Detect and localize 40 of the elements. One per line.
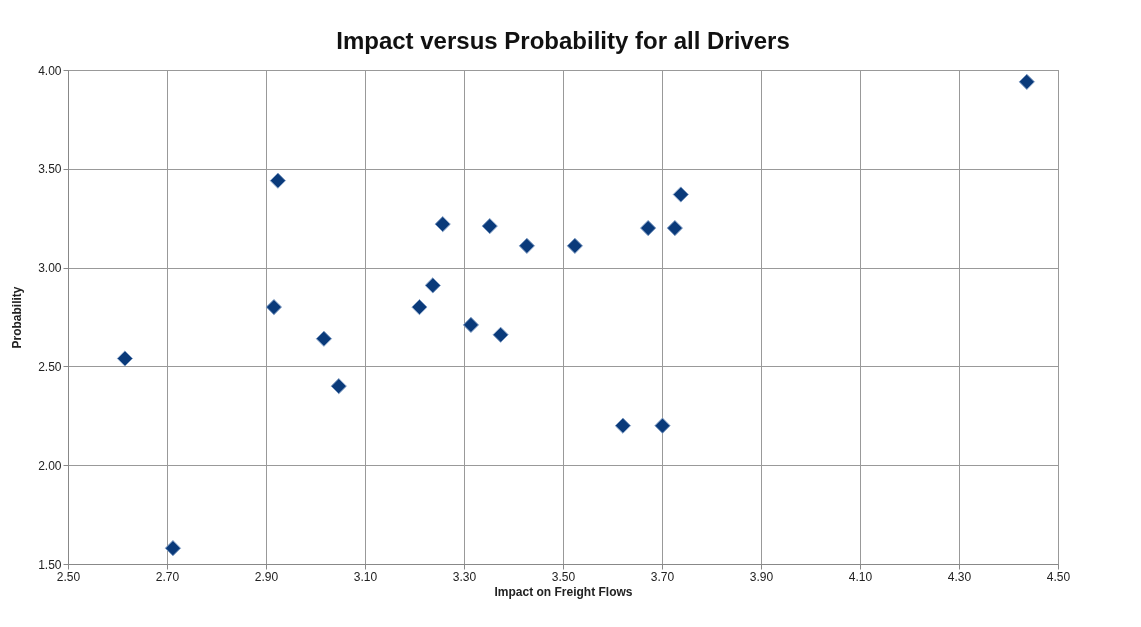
point bbox=[640, 220, 657, 237]
x-tick-label: 2.70 bbox=[155, 569, 180, 584]
point bbox=[614, 417, 631, 434]
y-tick-label: 2.00 bbox=[38, 458, 62, 473]
x-tick-label: 4.30 bbox=[947, 569, 972, 584]
point bbox=[518, 237, 535, 254]
point bbox=[116, 350, 134, 367]
x-axis-title: Impact on Freight Flows bbox=[494, 584, 633, 599]
x-tick-label: 3.50 bbox=[551, 569, 576, 584]
point bbox=[315, 330, 332, 347]
x-tick-label: 3.90 bbox=[749, 569, 774, 584]
point bbox=[492, 326, 509, 343]
x-tick-label: 3.10 bbox=[353, 569, 378, 584]
point bbox=[666, 220, 683, 237]
y-tick-label: 3.50 bbox=[38, 162, 62, 177]
point bbox=[672, 186, 689, 203]
y-tick-label: 3.00 bbox=[38, 261, 62, 276]
point bbox=[434, 216, 451, 233]
point bbox=[462, 316, 480, 333]
x-tick-label: 3.70 bbox=[650, 569, 675, 584]
y-axis-title: Probability bbox=[10, 286, 25, 349]
point bbox=[269, 172, 286, 189]
x-tick-label: 3.30 bbox=[452, 569, 477, 584]
point bbox=[1018, 73, 1035, 90]
chart-title: Impact versus Probability for all Drivers bbox=[336, 27, 790, 54]
x-tick-label: 4.10 bbox=[848, 569, 873, 584]
point bbox=[481, 218, 498, 235]
point bbox=[566, 237, 583, 254]
y-tick-label: 4.00 bbox=[38, 63, 62, 78]
x-tick-label: 2.50 bbox=[56, 569, 81, 584]
point bbox=[654, 417, 671, 434]
x-tick-label: 4.50 bbox=[1046, 569, 1071, 584]
y-tick-label: 2.50 bbox=[38, 359, 62, 374]
point bbox=[411, 299, 428, 316]
point bbox=[164, 540, 182, 557]
point bbox=[265, 299, 282, 316]
point bbox=[424, 277, 441, 294]
x-tick-label: 2.90 bbox=[254, 569, 279, 584]
point bbox=[330, 378, 347, 395]
y-tick-label: 1.50 bbox=[38, 557, 62, 572]
